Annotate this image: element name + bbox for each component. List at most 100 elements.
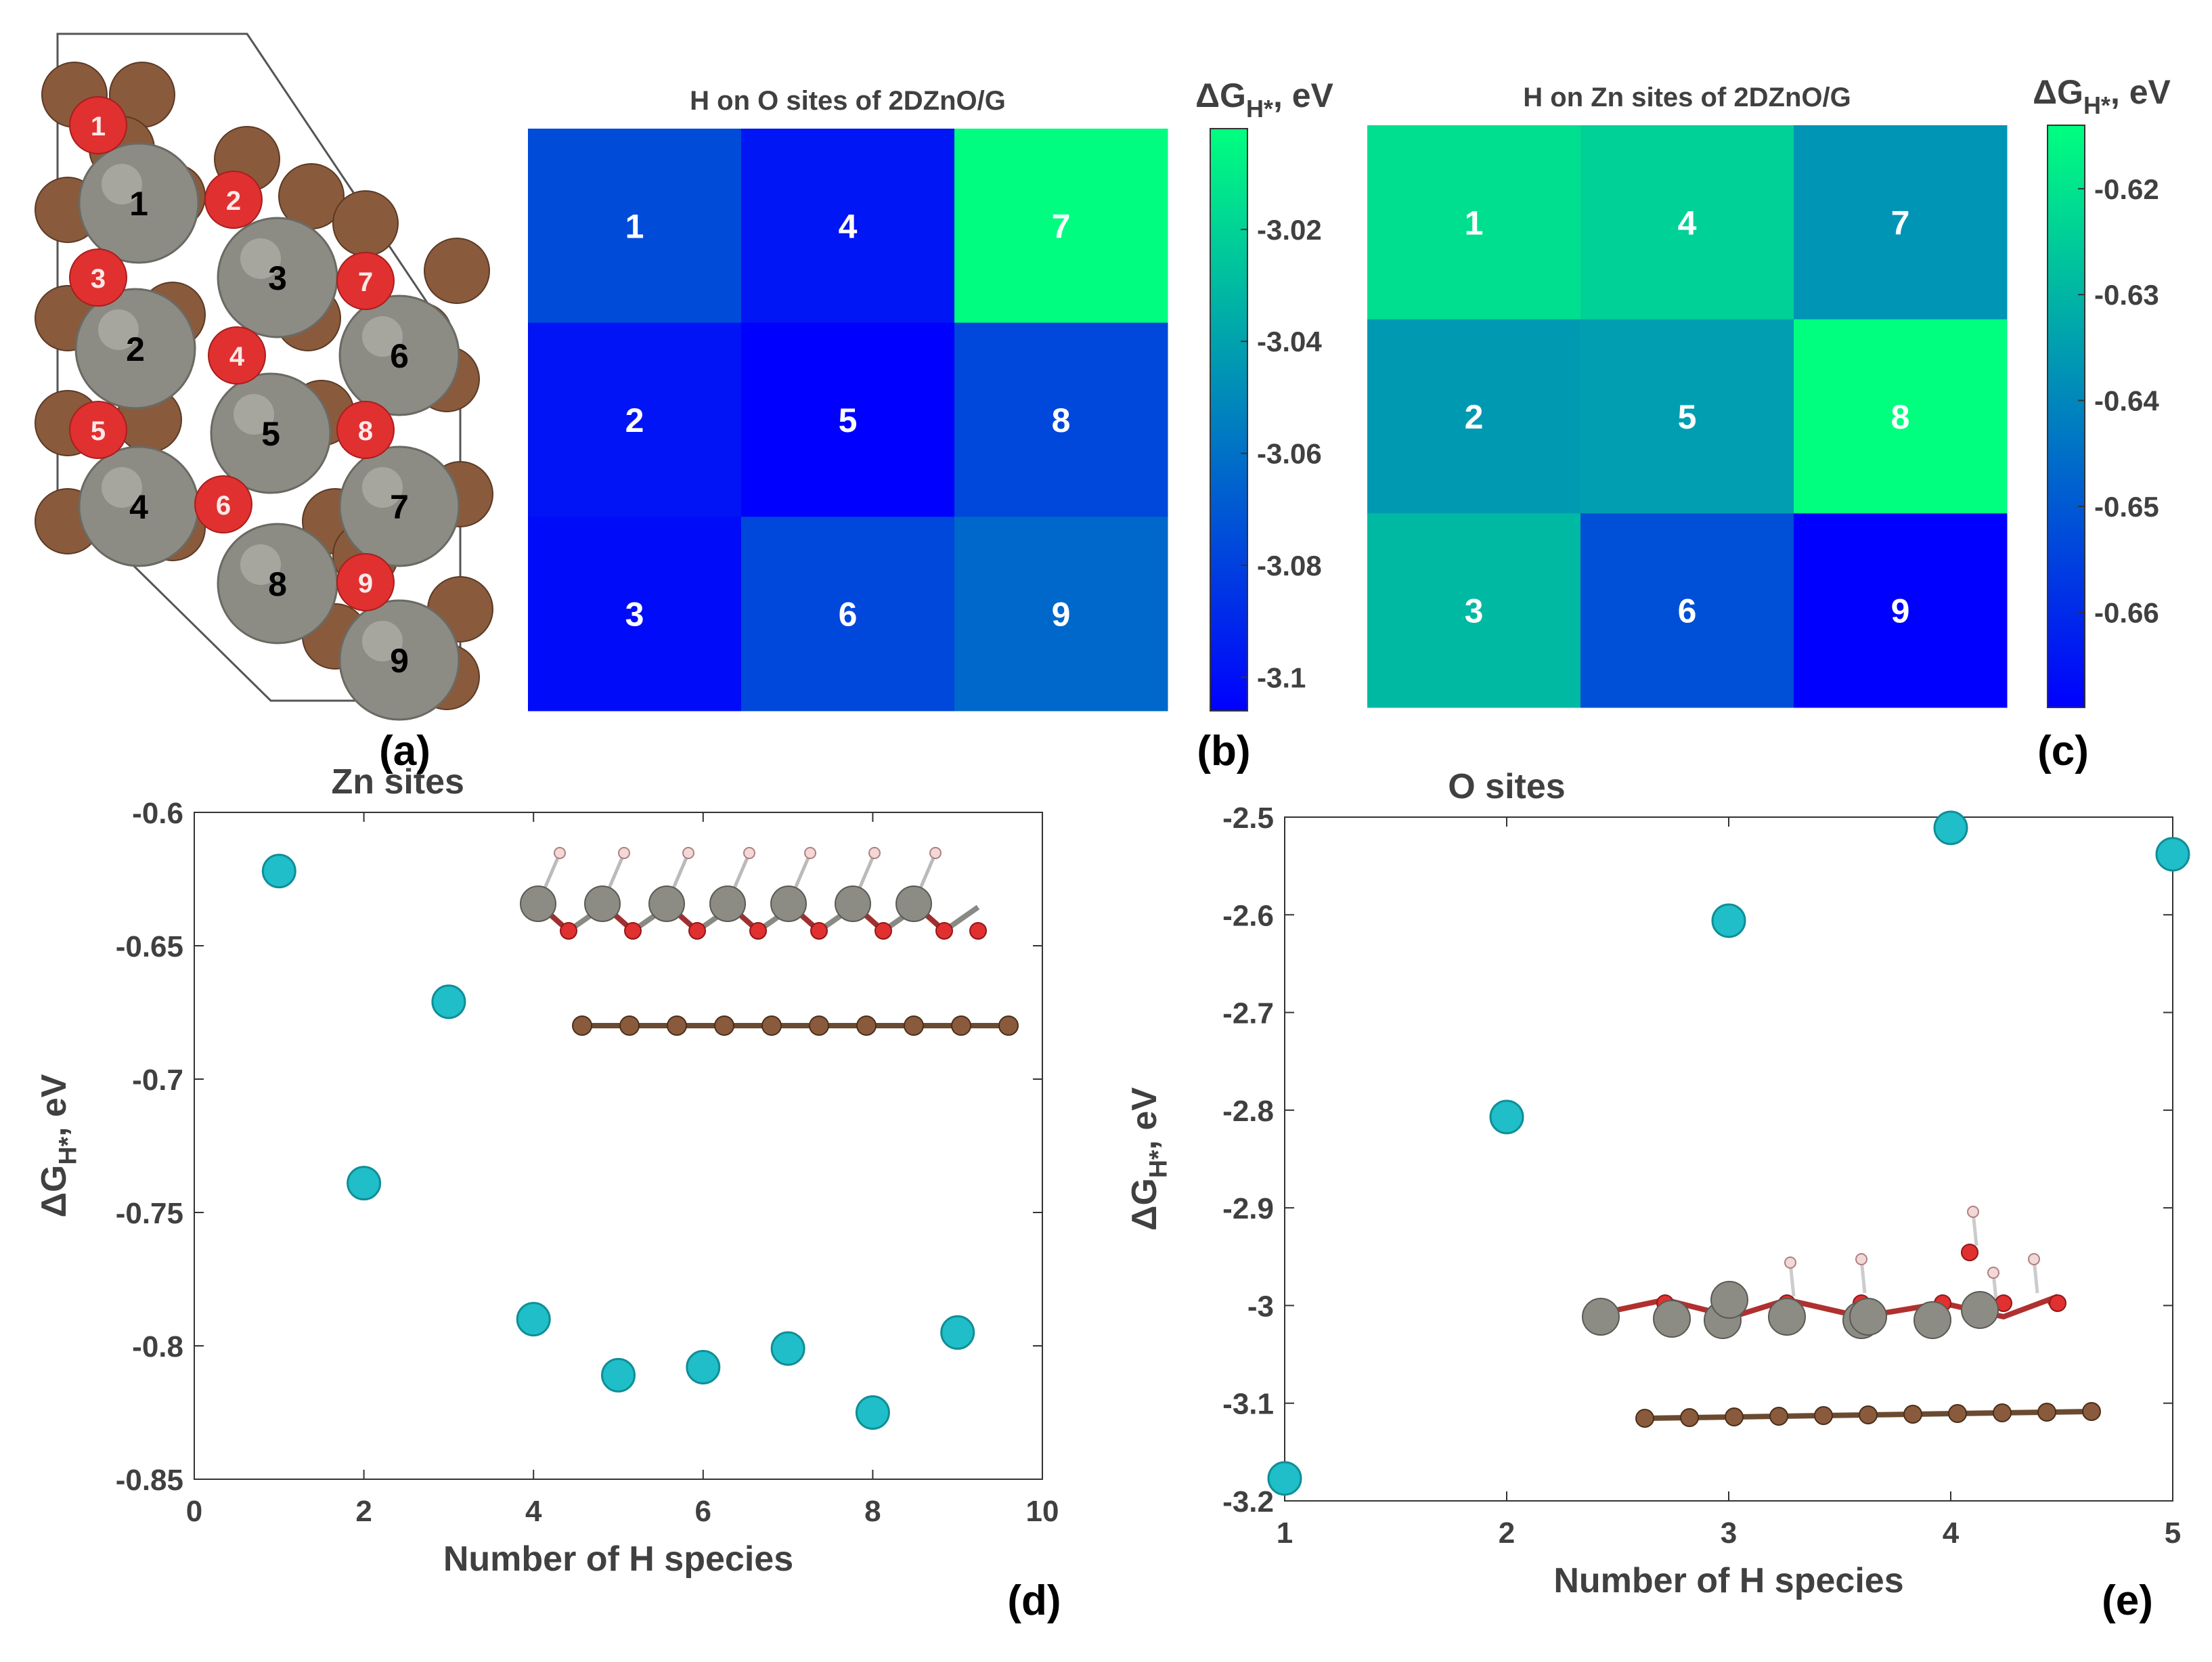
y-axis-label-main: ΔG (35, 1165, 74, 1218)
x-tick-label: 4 (1943, 1516, 1960, 1550)
o-atom-label: 1 (91, 112, 106, 141)
colorbar-tick-label: -3.02 (1257, 214, 1322, 246)
zn-atom-highlight (362, 621, 403, 661)
y-tick-label: -0.65 (116, 930, 183, 963)
o-atom (204, 171, 263, 229)
inset-carbon (904, 1015, 924, 1036)
inset-carbon (714, 1015, 734, 1036)
heatmap-cell-label: 8 (1052, 401, 1071, 439)
heatmap-title: H on Zn sites of 2DZnO/G (1523, 83, 1851, 112)
scatter-o-sites: O sites 1 2 3 4 5 -2.5 -2.6 -2.7 -2.8 -2.9 -3 -3.1 -3… (1125, 767, 2190, 1600)
y-tick-label: -3.2 (1222, 1485, 1274, 1518)
inset-hydrogen (618, 847, 630, 859)
heatmap-title: H on O sites of 2DZnO/G (690, 86, 1006, 116)
heatmap-cell-label: 3 (1465, 592, 1484, 630)
heatmap-cell-label: 7 (1891, 204, 1910, 242)
inset-carbon (1993, 1403, 2012, 1422)
inset-carbon (572, 1015, 592, 1036)
x-tick-label: 4 (525, 1495, 542, 1528)
panel-label-e: (e) (2102, 1577, 2153, 1624)
zn-atom-highlight (362, 316, 403, 357)
inset-zinc (1914, 1301, 1951, 1339)
inset-zinc (895, 885, 932, 922)
inset-carbon (856, 1015, 877, 1036)
colorbar-tick-label: -3.1 (1257, 661, 1306, 693)
heatmap-cell (1794, 125, 2008, 320)
y-tick-label: -0.75 (116, 1197, 183, 1230)
o-atom (69, 96, 127, 154)
inset-carbon (1635, 1409, 1654, 1428)
y-tick-label: -3 (1247, 1290, 1274, 1323)
heatmap-cell-label: 1 (625, 207, 644, 245)
y-axis-label-suffix: , eV (35, 1074, 74, 1137)
inset-carbon (1948, 1404, 1967, 1423)
heatmap-cell (954, 129, 1168, 324)
y-tick-label: -0.8 (132, 1330, 183, 1363)
heatmap-cell-label: 2 (1465, 398, 1484, 436)
heatmap-cell-label: 9 (1052, 596, 1071, 634)
zn-atom-label: 7 (390, 488, 409, 526)
colorbar-tick-label: -0.64 (2094, 385, 2159, 417)
x-tick-label: 10 (1026, 1495, 1059, 1528)
inset-hydrogen (1855, 1253, 1867, 1265)
heatmap-cell (954, 322, 1168, 517)
inset-hydrogen (682, 847, 694, 859)
y-tick-label: -2.6 (1222, 899, 1274, 932)
colorbar-label-sub: H* (1246, 95, 1273, 123)
colorbar-tick-label: -3.04 (1257, 326, 1322, 357)
heatmap-zn-sites: H on Zn sites of 2DZnO/G 1 4 7 2 5 8 3 6 9 -0.62 -0… (1367, 73, 2171, 708)
zn-atom-label: 6 (390, 337, 409, 375)
x-tick-label: 2 (1499, 1516, 1515, 1550)
y-axis-label-suffix: , eV (1125, 1087, 1164, 1150)
o-atom-label: 9 (358, 569, 373, 598)
inset-zinc (584, 885, 621, 922)
panel-label-d: (d) (1007, 1577, 1061, 1624)
inset-oxygen (2049, 1294, 2066, 1312)
panel-label-c: (c) (2037, 728, 2089, 774)
y-tick-label: -0.6 (132, 797, 183, 830)
inset-carbon (2082, 1402, 2101, 1421)
panel-label-b: (b) (1197, 728, 1250, 774)
colorbar-tick-label: -0.66 (2094, 596, 2159, 628)
inset-oxygen (560, 922, 577, 940)
inset-oxygen (749, 922, 767, 940)
inset-hydrogen (743, 847, 755, 859)
zn-atom-label: 9 (390, 642, 409, 680)
heatmap-cell-label: 5 (839, 401, 858, 439)
zn-atom-highlight (102, 467, 142, 508)
inset-hydrogen (1784, 1256, 1796, 1269)
inset-carbon (2037, 1403, 2056, 1422)
o-atom (336, 401, 395, 459)
inset-carbon (998, 1015, 1019, 1036)
inset-carbon (1680, 1408, 1699, 1427)
data-point (855, 1395, 890, 1430)
inset-zinc (1768, 1298, 1806, 1336)
o-atom-label: 3 (91, 264, 106, 294)
heatmap-cell (1367, 513, 1581, 708)
inset-hydrogen (2028, 1253, 2040, 1265)
zn-atom-highlight (98, 309, 139, 350)
heatmap-cell-label: 1 (1465, 204, 1484, 242)
data-point (261, 854, 296, 889)
data-point (1711, 903, 1746, 938)
heatmap-cell (528, 517, 742, 712)
inset-carbon (667, 1015, 687, 1036)
structure-panel: 1 2 3 4 5 6 7 8 9 1 2 3 4 5 6 7 8 9 (35, 32, 493, 721)
inset-hydrogen (929, 847, 942, 859)
x-tick-label: 0 (186, 1495, 202, 1528)
o-atom-label: 7 (358, 267, 373, 297)
inset-zinc (648, 885, 685, 922)
colorbar-label-sub: H* (2083, 91, 2110, 119)
heatmap-cell-label: 2 (625, 401, 644, 439)
inset-oxygen (1961, 1244, 1978, 1261)
zn-atom-highlight (240, 544, 281, 585)
inset-hydrogen (804, 847, 816, 859)
data-point (770, 1331, 805, 1366)
x-tick-label: 3 (1721, 1516, 1737, 1550)
inset-oxygen (969, 922, 987, 940)
colorbar-label: ΔGH*, eV (2033, 73, 2171, 119)
heatmap-cell (1580, 125, 1794, 320)
o-atom-label: 8 (358, 416, 373, 446)
y-axis-label-sub: H* (53, 1137, 82, 1165)
x-axis-label: Number of H species (443, 1539, 793, 1579)
